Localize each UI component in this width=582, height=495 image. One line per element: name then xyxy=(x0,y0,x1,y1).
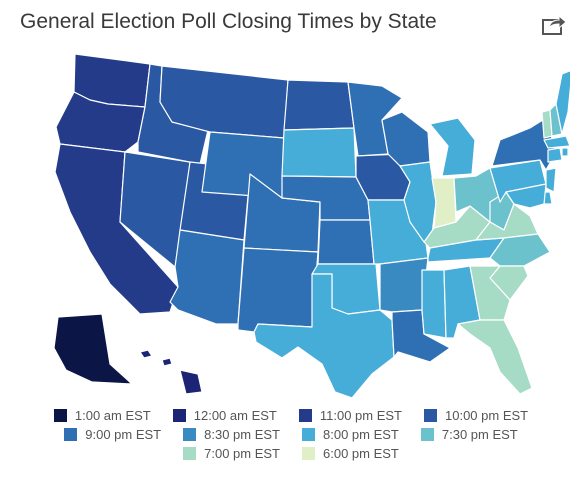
legend-item[interactable]: 6:00 pm EST xyxy=(302,446,399,461)
legend-swatch xyxy=(420,428,434,441)
state-ar[interactable] xyxy=(379,257,429,313)
legend-swatch xyxy=(302,447,315,460)
legend-row: 7:00 pm EST 6:00 pm EST xyxy=(0,446,582,461)
legend: 1:00 am EST 12:00 am EST 11:00 pm EST 10:00… xyxy=(0,408,582,465)
share-icon[interactable] xyxy=(541,12,567,36)
legend-label: 9:00 pm EST xyxy=(85,427,162,442)
state-co[interactable] xyxy=(243,173,321,253)
legend-label: 1:00 am EST xyxy=(74,408,151,423)
state-wy[interactable] xyxy=(201,131,285,199)
state-md[interactable] xyxy=(505,183,547,209)
chart-title: General Election Poll Closing Times by S… xyxy=(20,10,437,33)
state-ms[interactable] xyxy=(421,269,447,339)
legend-row: 1:00 am EST 12:00 am EST 11:00 pm EST 10:00… xyxy=(0,408,582,423)
legend-label: 8:00 pm EST xyxy=(323,427,399,442)
state-sd[interactable] xyxy=(281,127,357,178)
legend-item[interactable]: 7:30 pm EST xyxy=(420,427,518,442)
legend-label: 11:00 pm EST xyxy=(319,408,402,423)
legend-item[interactable]: 9:00 pm EST xyxy=(64,427,161,442)
legend-swatch xyxy=(298,409,312,422)
state-ma[interactable] xyxy=(543,135,570,149)
legend-swatch xyxy=(424,409,437,422)
state-me[interactable] xyxy=(555,70,570,135)
legend-swatch xyxy=(64,428,78,441)
legend-label: 7:30 pm EST xyxy=(441,427,518,442)
state-fl[interactable] xyxy=(457,319,533,395)
legend-swatch xyxy=(183,447,197,460)
legend-swatch xyxy=(183,428,197,441)
state-mi[interactable] xyxy=(429,117,476,177)
legend-swatch xyxy=(53,409,67,422)
state-va[interactable] xyxy=(475,203,539,241)
legend-label: 12:00 am EST xyxy=(193,408,277,423)
state-in[interactable] xyxy=(431,177,457,229)
state-nm[interactable] xyxy=(237,247,319,333)
state-hi[interactable] xyxy=(139,349,203,395)
legend-label: 7:00 pm EST xyxy=(204,446,280,461)
legend-label: 8:30 pm EST xyxy=(204,427,280,442)
legend-label: 6:00 pm EST xyxy=(323,446,399,461)
legend-item[interactable]: 11:00 pm EST xyxy=(298,408,402,423)
legend-item[interactable]: 8:00 pm EST xyxy=(302,427,399,442)
legend-swatch xyxy=(302,428,315,441)
state-ct[interactable] xyxy=(547,147,563,163)
state-ri[interactable] xyxy=(561,147,569,157)
state-nd[interactable] xyxy=(283,79,355,131)
legend-row: 9:00 pm EST 8:30 pm EST 8:00 pm EST 7:30 pm… xyxy=(0,427,582,442)
us-state-map xyxy=(53,53,570,398)
state-ks[interactable] xyxy=(317,219,375,265)
legend-item[interactable]: 8:30 pm EST xyxy=(183,427,280,442)
legend-item[interactable]: 7:00 pm EST xyxy=(183,446,280,461)
legend-label: 10:00 pm EST xyxy=(445,408,529,423)
legend-item[interactable]: 12:00 am EST xyxy=(172,408,277,423)
state-ak[interactable] xyxy=(53,313,133,385)
legend-item[interactable]: 1:00 am EST xyxy=(53,408,151,423)
state-nj[interactable] xyxy=(545,167,557,193)
legend-swatch xyxy=(172,409,186,422)
state-tx[interactable] xyxy=(253,273,395,398)
legend-item[interactable]: 10:00 pm EST xyxy=(424,408,528,423)
state-az[interactable] xyxy=(169,229,245,325)
